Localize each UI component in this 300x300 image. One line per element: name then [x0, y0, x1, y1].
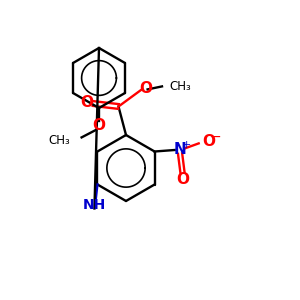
Text: N: N: [174, 142, 187, 158]
Text: CH₃: CH₃: [49, 134, 70, 147]
Text: CH₃: CH₃: [169, 80, 191, 93]
Text: O: O: [92, 118, 106, 134]
Text: +: +: [182, 140, 191, 150]
Text: NH: NH: [83, 198, 106, 212]
Text: O: O: [176, 172, 189, 187]
Text: O: O: [80, 95, 93, 110]
Text: −: −: [209, 130, 221, 144]
Text: O: O: [202, 134, 215, 149]
Text: O: O: [139, 81, 152, 96]
